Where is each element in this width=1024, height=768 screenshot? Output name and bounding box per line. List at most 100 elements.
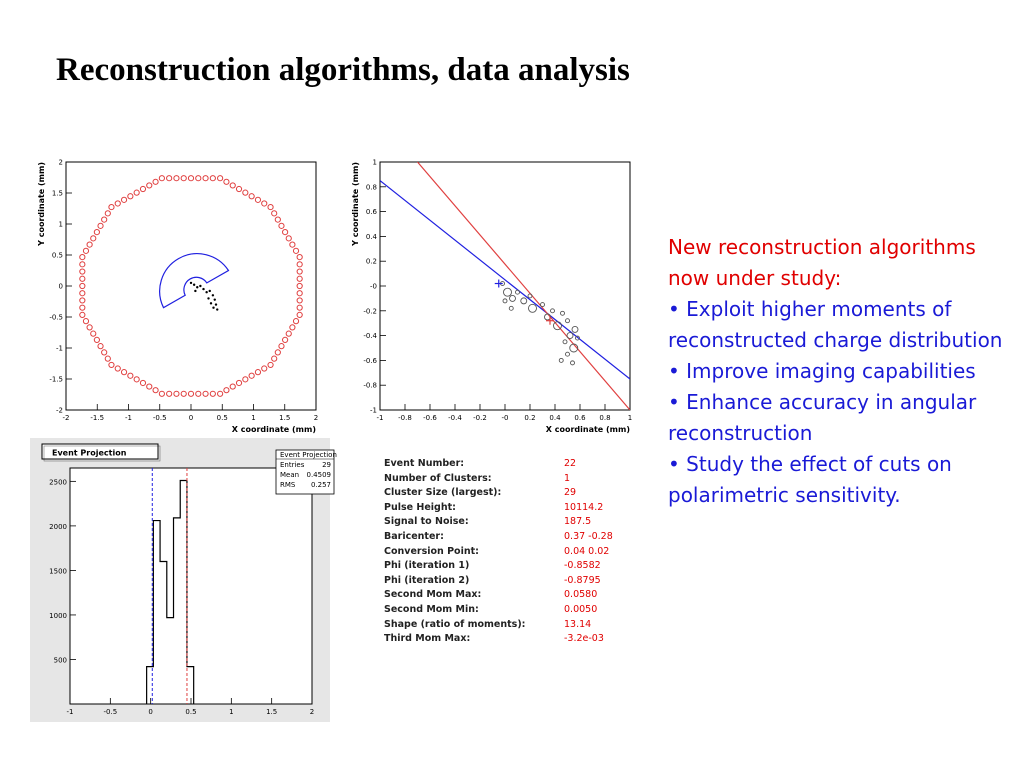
info-label: Third Mom Max: [384, 633, 471, 645]
fit-line [417, 162, 630, 410]
x-tick-label: 1 [628, 414, 632, 422]
ring-hit [146, 182, 153, 189]
ring-hit [271, 210, 278, 217]
track-fit-plot: -1 -0.8 -0.6 -0.4 -0.2 -0 0.2 0.4 0.6 0.8 1 -1 -0.8 -… [351, 159, 632, 435]
cluster-point [212, 306, 215, 309]
y-tick-label: 1 [59, 221, 63, 229]
histogram-title: Event Projection [52, 449, 127, 458]
cluster-point [205, 291, 208, 294]
ring-hit [120, 369, 128, 376]
info-value: 0.0050 [564, 603, 598, 615]
info-label: Conversion Point: [384, 545, 479, 557]
ring-hit [127, 372, 134, 379]
x-tick-label: -0.2 [473, 414, 487, 422]
ring-hit [261, 200, 268, 207]
ring-hit [139, 185, 147, 193]
ring-hit [79, 304, 86, 311]
ring-hit [282, 229, 289, 236]
ring-hit [79, 268, 86, 275]
ring-hit [79, 297, 86, 304]
x-tick-label: 0 [189, 414, 193, 422]
ring-hit [235, 379, 243, 387]
info-row: Phi (iteration 1) -0.8582 [384, 560, 634, 575]
plot-frame [379, 161, 631, 411]
ring-hit [79, 275, 86, 282]
ring-hit [195, 390, 202, 397]
ring-hit [289, 241, 296, 248]
info-row: Signal to Noise: 187.5 [384, 516, 634, 531]
ring-hit [93, 229, 100, 236]
charge-circle [520, 297, 528, 305]
ring-hit [271, 355, 278, 362]
stats-value: 29 [322, 461, 331, 469]
info-value: 10114.2 [564, 501, 604, 513]
charge-circle [565, 351, 570, 357]
charge-circle [569, 343, 579, 353]
info-row: Shape (ratio of moments): 13.14 [384, 619, 634, 634]
info-row: Second Mom Max: 0.0580 [384, 589, 634, 604]
info-value: -0.8582 [564, 560, 601, 572]
ring-hit [229, 182, 236, 189]
x-tick-label: 1.5 [266, 708, 277, 716]
ring-hit [133, 376, 140, 383]
info-label: Phi (iteration 1) [384, 560, 470, 572]
ring-hit [104, 355, 111, 362]
charge-circle [565, 318, 570, 324]
bullet-list: New reconstruction algorithms now under … [668, 232, 1008, 511]
cluster-point [213, 298, 216, 301]
ring-hit [229, 383, 236, 390]
ring-hit [278, 222, 285, 229]
ring-hit [296, 297, 303, 304]
info-row: Cluster Size (largest): 29 [384, 487, 634, 502]
info-value: 0.0580 [564, 589, 598, 601]
ring-hit [180, 390, 187, 397]
y-tick-label: 0.4 [366, 233, 378, 241]
info-label: Signal to Noise: [384, 516, 469, 528]
charge-circle [562, 339, 568, 345]
x-tick-label: 1.5 [279, 414, 290, 422]
x-axis-label: X coordinate (mm) [232, 425, 316, 434]
ring-hit [254, 369, 262, 376]
ring-hit [104, 210, 111, 217]
charge-circle [571, 325, 579, 333]
ring-hit [187, 390, 195, 397]
ring-hit [223, 178, 230, 185]
charge-circle [515, 289, 520, 295]
ring-hit [86, 324, 93, 331]
info-row: Number of Clusters: 1 [384, 473, 634, 488]
ring-hit [82, 247, 90, 254]
ring-hit [278, 343, 285, 350]
ring-hit [79, 261, 86, 268]
charge-circle [570, 360, 575, 366]
x-tick-label: 0.2 [524, 414, 535, 422]
y-tick-label: 1.5 [52, 190, 63, 198]
bullet-item: • Study the effect of cuts on polarimetr… [668, 452, 952, 507]
ring-hit [79, 254, 86, 261]
charge-circle [528, 303, 537, 313]
info-label: Phi (iteration 2) [384, 574, 470, 586]
ring-hit [101, 216, 108, 223]
info-row: Conversion Point: 0.04 0.02 [384, 546, 634, 561]
info-row: Pulse Height: 10114.2 [384, 502, 634, 517]
y-axis-label: Y coordinate (mm) [351, 162, 360, 247]
y-tick-label: 1500 [49, 567, 67, 575]
x-tick-label: 0.4 [549, 414, 561, 422]
ring-hit [79, 282, 86, 290]
ring-hit [97, 222, 104, 229]
x-tick-label: 1 [251, 414, 255, 422]
ring-hit [296, 254, 303, 261]
y-tick-label: -1.5 [49, 376, 63, 384]
stats-frame [275, 449, 335, 495]
x-tick-label: 0.6 [574, 414, 586, 422]
y-axis-label: Y coordinate (mm) [37, 162, 46, 247]
ring-hit [82, 318, 90, 325]
y-tick-label: 0 [59, 283, 63, 291]
cluster-point [208, 289, 211, 293]
ring-hit [139, 379, 147, 387]
info-label: Number of Clusters: [384, 472, 492, 484]
y-tick-label: 2500 [49, 478, 67, 486]
charge-circle [560, 310, 565, 316]
ring-hit [296, 268, 303, 275]
x-tick-label: 0.8 [599, 414, 610, 422]
info-row: Baricenter: 0.37 -0.28 [384, 531, 634, 546]
